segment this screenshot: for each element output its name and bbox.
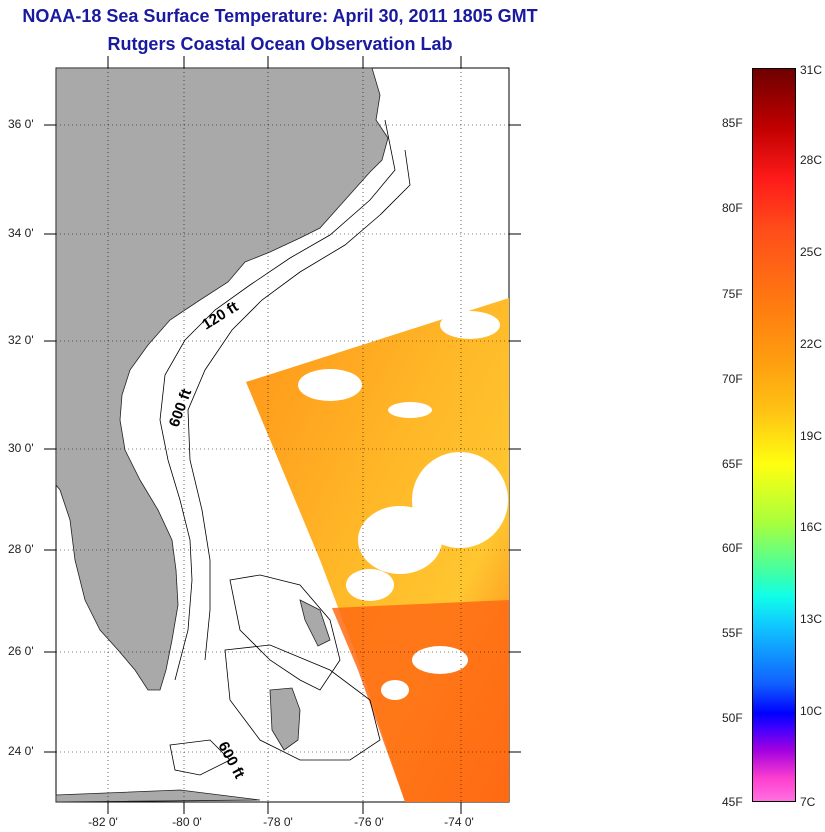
colorbar-label-f: 60F — [722, 541, 743, 555]
colorbar-label-f: 80F — [722, 201, 743, 215]
cloud-mask — [298, 311, 508, 700]
colorbar-label-f: 85F — [722, 116, 743, 130]
bathymetry-contours — [159, 119, 411, 776]
lon-label: -82 0' — [88, 815, 118, 829]
colorbar-label-f: 50F — [722, 711, 743, 725]
map-subtitle: Rutgers Coastal Ocean Observation Lab — [107, 34, 453, 54]
sst-swath-south — [332, 600, 509, 802]
lat-label: 28 0' — [8, 542, 34, 556]
colorbar-label-f: 45F — [722, 795, 743, 809]
colorbar-label-f: 75F — [722, 287, 743, 301]
colorbar-label-c: 16C — [800, 520, 823, 534]
map-title: NOAA-18 Sea Surface Temperature: April 3… — [22, 6, 538, 26]
colorbar-label-c: 22C — [800, 337, 823, 351]
lat-label: 34 0' — [8, 226, 34, 240]
lon-label: -76 0' — [354, 815, 384, 829]
lat-label: 32 0' — [8, 333, 34, 347]
axis-ticks — [44, 56, 521, 814]
lon-label: -80 0' — [172, 815, 202, 829]
colorbar-label-c: 13C — [800, 612, 823, 626]
bahamas-abaco — [299, 599, 331, 647]
lat-label: 36 0' — [8, 117, 34, 131]
colorbar-label-f: 55F — [722, 626, 743, 640]
lat-label: 24 0' — [8, 744, 34, 758]
cuba-coast — [55, 789, 261, 803]
colorbar-label-c: 28C — [800, 153, 823, 167]
temperature-colorbar — [752, 68, 796, 802]
colorbar-label-c: 19C — [800, 429, 823, 443]
colorbar-label-c: 25C — [800, 245, 823, 259]
us-land — [55, 67, 389, 691]
colorbar-label-c: 10C — [800, 704, 823, 718]
bahamas-andros — [269, 687, 301, 751]
lat-label: 26 0' — [8, 644, 34, 658]
lon-label: -78 0' — [263, 815, 293, 829]
colorbar-label-f: 65F — [722, 457, 743, 471]
colorbar-label-c: 7C — [800, 795, 816, 809]
colorbar-label-f: 70F — [722, 372, 743, 386]
lat-label: 30 0' — [8, 441, 34, 455]
colorbar-label-c: 31C — [800, 63, 823, 77]
lon-label: -74 0' — [444, 815, 474, 829]
